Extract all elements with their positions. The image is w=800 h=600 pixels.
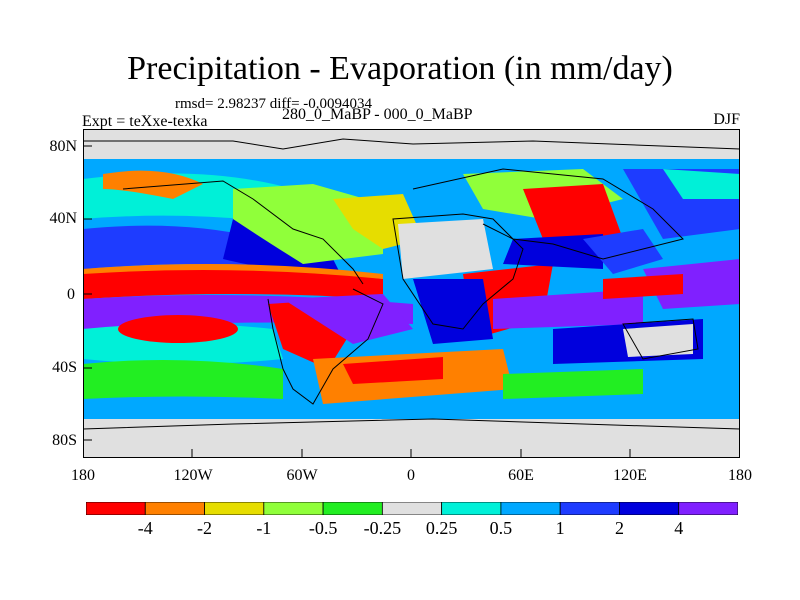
lon-label-180e: 180: [728, 467, 752, 484]
colorbar-box: [559, 502, 620, 515]
saharan-region: [398, 219, 493, 279]
colorbar-label: -0.25: [363, 518, 402, 538]
eurasia-dry: [523, 184, 623, 239]
indian-ocean-wet: [493, 289, 643, 329]
tropical-dry-edge: [83, 264, 383, 279]
lat-label-0: 0: [67, 286, 75, 303]
x-ticks: [191, 449, 631, 458]
antarctica-coastline: [83, 418, 740, 430]
se-asia-wet: [583, 229, 663, 274]
colorbar-box: [619, 502, 680, 515]
maritime-dry: [603, 274, 683, 299]
y-ticks: [83, 145, 92, 441]
colorbar: [86, 502, 738, 515]
eurasia-coastline: [412, 168, 684, 260]
colorbar-box: [678, 502, 738, 515]
far-east-band: [663, 169, 740, 199]
lon-label-60e: 60E: [508, 467, 534, 484]
lat-label-40n: 40N: [49, 210, 77, 227]
season-label: DJF: [713, 111, 740, 128]
colorbar-label: -4: [137, 518, 153, 538]
colorbar-box: [144, 502, 205, 515]
australia-region: [623, 324, 693, 357]
colorbar-label: 1: [555, 518, 565, 538]
s-indian-band: [503, 369, 643, 399]
s-atlantic-dry-core: [343, 357, 443, 384]
colorbar-label: 2: [614, 518, 624, 538]
n-america-coastline: [122, 180, 364, 285]
lat-label-80n: 80N: [49, 138, 77, 155]
s-asia-wet: [503, 234, 603, 269]
colorbar-box: [322, 502, 383, 515]
australia-coastline: [622, 318, 699, 360]
colorbar-box: [263, 502, 324, 515]
plot-title: Precipitation - Evaporation (in mm/day): [127, 50, 673, 87]
colorbar-box: [86, 502, 146, 515]
s-pacific-dry: [118, 315, 238, 343]
subtitle: 280_0_MaBP - 000_0_MaBP: [282, 106, 473, 123]
lat-label-80s: 80S: [52, 432, 77, 449]
colorbar-box: [204, 502, 265, 515]
colorbar-label: 0.5: [489, 518, 513, 538]
colorbar-box: [500, 502, 561, 515]
lon-label-120w: 120W: [173, 467, 213, 484]
lat-label-40s: 40S: [52, 359, 77, 376]
colorbar-label: -1: [256, 518, 272, 538]
lon-label-120e: 120E: [613, 467, 647, 484]
c-africa-wet: [413, 279, 493, 344]
colorbar-label: -0.5: [308, 518, 338, 538]
arctic-coastline: [83, 138, 740, 150]
colorbar-box: [381, 502, 443, 515]
colorbar-label: -2: [197, 518, 213, 538]
tropical-dry-band: [83, 265, 383, 299]
lon-label-60w: 60W: [286, 467, 318, 484]
africa-coastline: [392, 213, 524, 330]
lon-label-180w: 180: [71, 467, 95, 484]
stats-text: rmsd= 2.98237 diff= -0.0094034: [175, 96, 373, 112]
colorbar-label: 4: [674, 518, 684, 538]
lon-label-0: 0: [407, 467, 415, 484]
colorbar-label: 0.25: [425, 518, 458, 538]
s-ocean-band: [83, 360, 283, 399]
n-pacific-dry: [103, 170, 203, 199]
s-america-coastline: [267, 288, 384, 405]
amazon-wet: [283, 294, 413, 344]
w-pacific-wet: [643, 259, 740, 309]
colorbar-box: [441, 502, 502, 515]
precip-evap-map: [83, 129, 740, 458]
experiment-label: Expt = teXxe-texka: [82, 113, 208, 130]
